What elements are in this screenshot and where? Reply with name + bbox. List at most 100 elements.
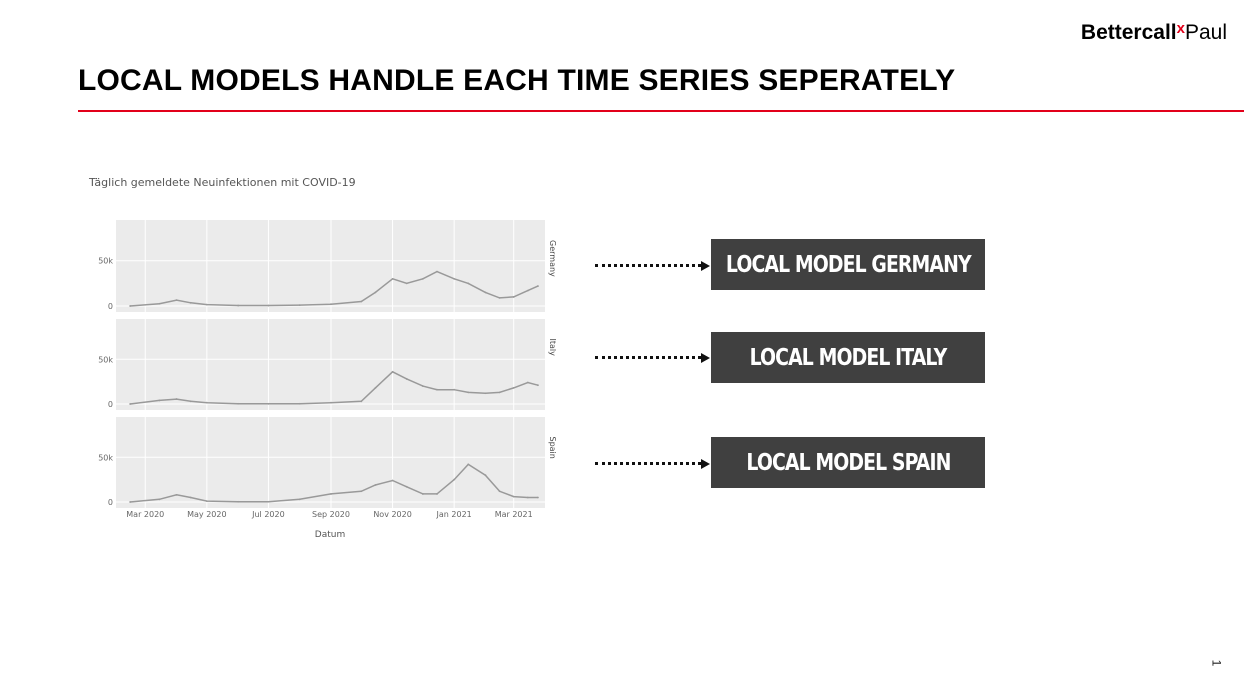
data-point xyxy=(129,305,132,307)
data-point xyxy=(436,493,438,495)
y-tick-label: 50k xyxy=(98,453,113,462)
data-point xyxy=(374,484,377,486)
data-point xyxy=(405,282,408,285)
data-point xyxy=(237,500,240,503)
facet-label-italy: Italy xyxy=(548,339,557,357)
data-point xyxy=(175,493,178,496)
local-model-germany-box: LOCAL MODEL GERMANY xyxy=(711,239,985,290)
data-point xyxy=(237,304,240,307)
y-tick-label: 0 xyxy=(108,302,113,311)
arrow-head-spain xyxy=(701,459,710,469)
data-point xyxy=(267,304,270,307)
data-point xyxy=(498,490,501,493)
data-point xyxy=(537,285,539,287)
data-point xyxy=(436,388,438,391)
data-point xyxy=(175,299,178,302)
chart-title: Täglich gemeldete Neuinfektionen mit COV… xyxy=(89,176,356,189)
x-tick-label: May 2020 xyxy=(187,510,226,519)
data-point xyxy=(453,478,456,481)
local-model-italy-label: LOCAL MODEL ITALY xyxy=(749,344,948,371)
arrow-head-germany xyxy=(701,261,710,271)
data-point xyxy=(537,496,539,499)
facet-label-spain: Spain xyxy=(548,437,557,459)
data-point xyxy=(189,301,192,304)
arrow-germany xyxy=(595,264,701,267)
local-model-spain-label: LOCAL MODEL SPAIN xyxy=(745,449,951,476)
x-tick-label: Jul 2020 xyxy=(251,510,285,519)
y-tick-label: 50k xyxy=(98,355,113,364)
data-point xyxy=(360,300,363,303)
data-point xyxy=(189,400,192,403)
data-point xyxy=(526,381,529,384)
arrow-spain xyxy=(595,462,701,465)
data-point xyxy=(158,302,161,305)
plot-panel-germany xyxy=(116,220,545,312)
data-point xyxy=(391,370,394,373)
arrow-head-italy xyxy=(701,353,710,363)
data-point xyxy=(512,386,515,389)
y-tick-label: 50k xyxy=(98,257,113,266)
x-axis-label: Datum xyxy=(315,530,345,540)
local-model-italy-box: LOCAL MODEL ITALY xyxy=(711,332,985,383)
logo-x: x xyxy=(1176,20,1185,37)
data-point xyxy=(298,402,301,405)
data-point xyxy=(298,304,301,306)
x-tick-label: Nov 2020 xyxy=(373,510,412,519)
data-point xyxy=(421,385,424,388)
logo-part1: Bettercall xyxy=(1080,21,1177,44)
plot-panel-italy xyxy=(116,319,545,410)
data-point xyxy=(391,479,394,482)
brand-logo: BettercallxPaul xyxy=(1081,15,1227,47)
data-point xyxy=(484,474,487,477)
slide-title: LOCAL MODELS HANDLE EACH TIME SERIES SEP… xyxy=(78,64,956,97)
data-point xyxy=(436,270,438,273)
logo-part2: Paul xyxy=(1184,21,1227,44)
y-tick-label: 0 xyxy=(108,498,113,507)
data-point xyxy=(467,463,470,466)
data-point xyxy=(526,496,529,499)
data-point xyxy=(467,391,470,394)
data-point xyxy=(498,296,501,299)
data-point xyxy=(158,399,161,402)
data-point xyxy=(158,498,161,501)
data-point xyxy=(205,303,208,306)
data-point xyxy=(330,303,332,306)
data-point xyxy=(205,500,208,503)
data-point xyxy=(330,401,332,404)
data-point xyxy=(484,392,487,395)
data-point xyxy=(360,400,363,403)
data-point xyxy=(453,277,456,280)
data-point xyxy=(129,403,132,405)
x-tick-label: Mar 2021 xyxy=(495,510,533,519)
data-point xyxy=(330,493,332,495)
y-tick-label: 0 xyxy=(108,400,113,409)
title-divider xyxy=(78,110,1244,112)
data-point xyxy=(175,398,178,400)
local-model-spain-box: LOCAL MODEL SPAIN xyxy=(711,437,985,488)
data-point xyxy=(421,493,424,495)
data-point xyxy=(205,401,208,404)
data-point xyxy=(405,485,408,488)
data-point xyxy=(391,277,394,280)
data-point xyxy=(405,378,408,380)
x-tick-label: Sep 2020 xyxy=(312,510,350,519)
local-model-germany-label: LOCAL MODEL GERMANY xyxy=(725,251,972,278)
data-point xyxy=(374,386,377,389)
data-point xyxy=(512,296,515,298)
data-point xyxy=(298,498,301,501)
data-point xyxy=(189,496,192,499)
plot-panel-spain xyxy=(116,417,545,508)
data-point xyxy=(467,282,470,285)
data-point xyxy=(374,291,377,294)
x-tick-label: Mar 2020 xyxy=(126,510,164,519)
data-point xyxy=(421,277,424,280)
data-point xyxy=(360,490,363,493)
data-point xyxy=(526,289,529,292)
series-line-germany xyxy=(130,270,539,307)
data-point xyxy=(237,402,240,405)
data-point xyxy=(267,500,270,503)
series-line-italy xyxy=(130,370,539,405)
data-point xyxy=(498,391,501,394)
data-point xyxy=(129,501,132,503)
